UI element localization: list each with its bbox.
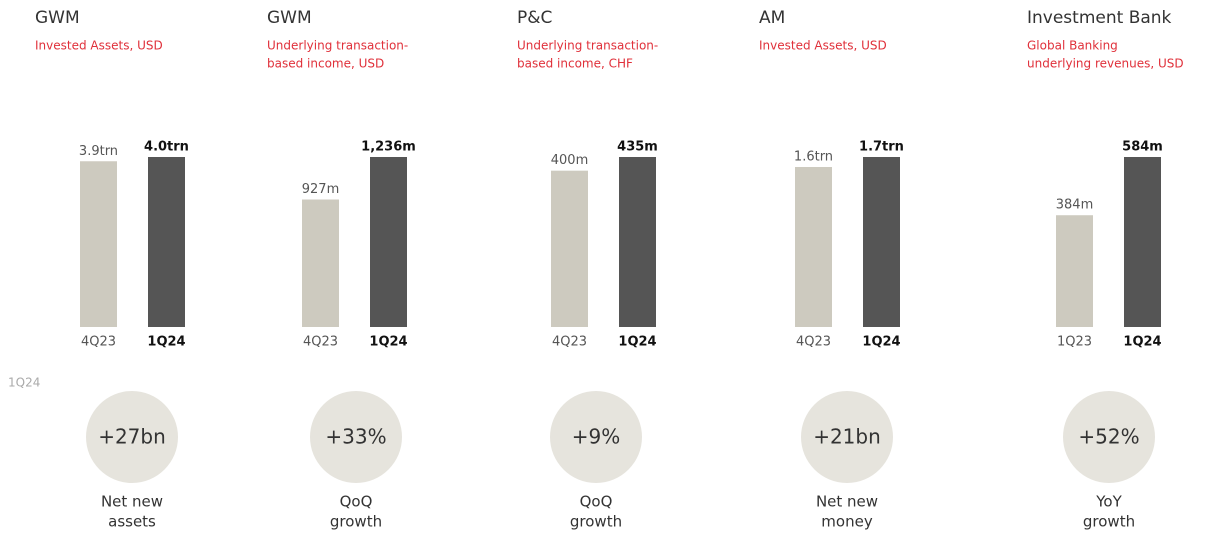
highlight-label: +52% <box>1078 425 1139 449</box>
value-label: 435m <box>617 140 658 155</box>
bar <box>1124 157 1161 327</box>
highlight-circle <box>801 391 893 483</box>
highlight-caption: QoQ <box>580 493 613 511</box>
bar <box>80 161 117 327</box>
highlight-caption: assets <box>108 513 156 531</box>
highlight-caption: money <box>821 513 873 531</box>
chart-title: AM <box>759 8 785 28</box>
chart-subtitle: based income, CHF <box>517 57 633 71</box>
bar <box>370 157 407 327</box>
highlight-circle <box>86 391 178 483</box>
value-label: 4.0trn <box>144 140 189 155</box>
highlight-caption: Net new <box>101 493 163 511</box>
chart-subtitle: underlying revenues, USD <box>1027 57 1184 71</box>
highlight-circle <box>1063 391 1155 483</box>
chart-subtitle: Global Banking <box>1027 39 1118 53</box>
bar <box>619 157 656 327</box>
bar <box>863 157 900 327</box>
category-label: 1Q24 <box>862 335 900 350</box>
chart-title: GWM <box>267 8 312 28</box>
highlight-caption: YoY <box>1095 493 1122 511</box>
category-label: 1Q24 <box>618 335 656 350</box>
chart-subtitle: Invested Assets, USD <box>759 39 887 53</box>
bar <box>302 199 339 327</box>
value-label: 584m <box>1122 140 1163 155</box>
category-label: 1Q24 <box>369 335 407 350</box>
bar <box>551 170 588 327</box>
category-label: 1Q23 <box>1057 335 1092 350</box>
highlight-label: +27bn <box>98 425 166 449</box>
value-label: 927m <box>302 182 339 197</box>
bar <box>1056 215 1093 327</box>
highlight-caption: growth <box>330 513 382 531</box>
value-label: 1.6trn <box>794 150 833 165</box>
value-label: 1.7trn <box>859 140 904 155</box>
category-label: 4Q23 <box>552 335 587 350</box>
highlight-caption: QoQ <box>340 493 373 511</box>
value-label: 3.9trn <box>79 144 118 159</box>
chart-title: P&C <box>517 8 552 28</box>
chart-subtitle: Invested Assets, USD <box>35 39 163 53</box>
highlight-circle <box>310 391 402 483</box>
bar <box>795 167 832 327</box>
category-label: 1Q24 <box>1123 335 1161 350</box>
chart-subtitle: based income, USD <box>267 57 384 71</box>
highlight-label: +9% <box>572 425 621 449</box>
highlight-caption: Net new <box>816 493 878 511</box>
chart-title: GWM <box>35 8 80 28</box>
category-label: 4Q23 <box>81 335 116 350</box>
category-label: 4Q23 <box>796 335 831 350</box>
bar <box>148 157 185 327</box>
chart-title: Investment Bank <box>1027 8 1172 28</box>
highlight-label: +21bn <box>813 425 881 449</box>
highlight-circle <box>550 391 642 483</box>
category-label: 4Q23 <box>303 335 338 350</box>
highlight-label: +33% <box>325 425 386 449</box>
highlight-caption: growth <box>570 513 622 531</box>
chart-subtitle: Underlying transaction- <box>267 39 408 53</box>
category-label: 1Q24 <box>147 335 185 350</box>
value-label: 1,236m <box>361 140 416 155</box>
value-label: 384m <box>1056 198 1093 213</box>
period-label: 1Q24 <box>8 376 40 390</box>
value-label: 400m <box>551 153 588 168</box>
chart-subtitle: Underlying transaction- <box>517 39 658 53</box>
highlight-caption: growth <box>1083 513 1135 531</box>
